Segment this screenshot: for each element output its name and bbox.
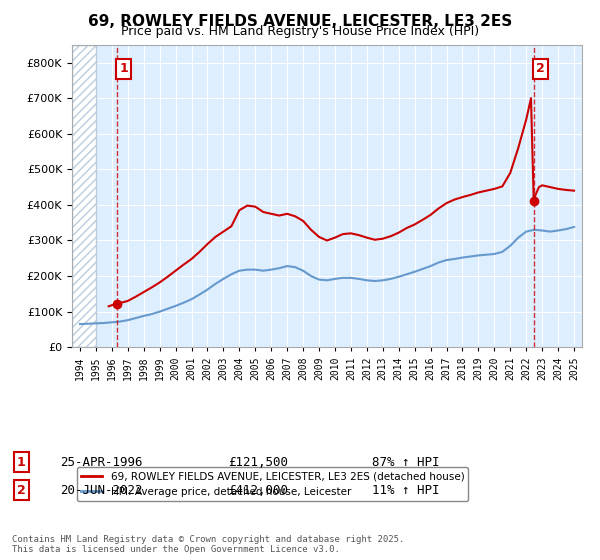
Text: 69, ROWLEY FIELDS AVENUE, LEICESTER, LE3 2ES: 69, ROWLEY FIELDS AVENUE, LEICESTER, LE3… (88, 14, 512, 29)
Bar (72, 45, 96, 347)
Text: Price paid vs. HM Land Registry's House Price Index (HPI): Price paid vs. HM Land Registry's House … (121, 25, 479, 38)
Text: Contains HM Land Registry data © Crown copyright and database right 2025.
This d: Contains HM Land Registry data © Crown c… (12, 535, 404, 554)
Text: 11% ↑ HPI: 11% ↑ HPI (372, 483, 439, 497)
Text: £121,500: £121,500 (228, 455, 288, 469)
Text: 25-APR-1996: 25-APR-1996 (60, 455, 143, 469)
Text: £412,000: £412,000 (228, 483, 288, 497)
Legend: 69, ROWLEY FIELDS AVENUE, LEICESTER, LE3 2ES (detached house), HPI: Average pric: 69, ROWLEY FIELDS AVENUE, LEICESTER, LE3… (77, 468, 469, 501)
Text: 20-JUN-2022: 20-JUN-2022 (60, 483, 143, 497)
Text: 1: 1 (119, 63, 128, 76)
Text: 87% ↑ HPI: 87% ↑ HPI (372, 455, 439, 469)
Text: 1: 1 (17, 455, 25, 469)
Text: 2: 2 (17, 483, 25, 497)
Text: 2: 2 (536, 63, 545, 76)
